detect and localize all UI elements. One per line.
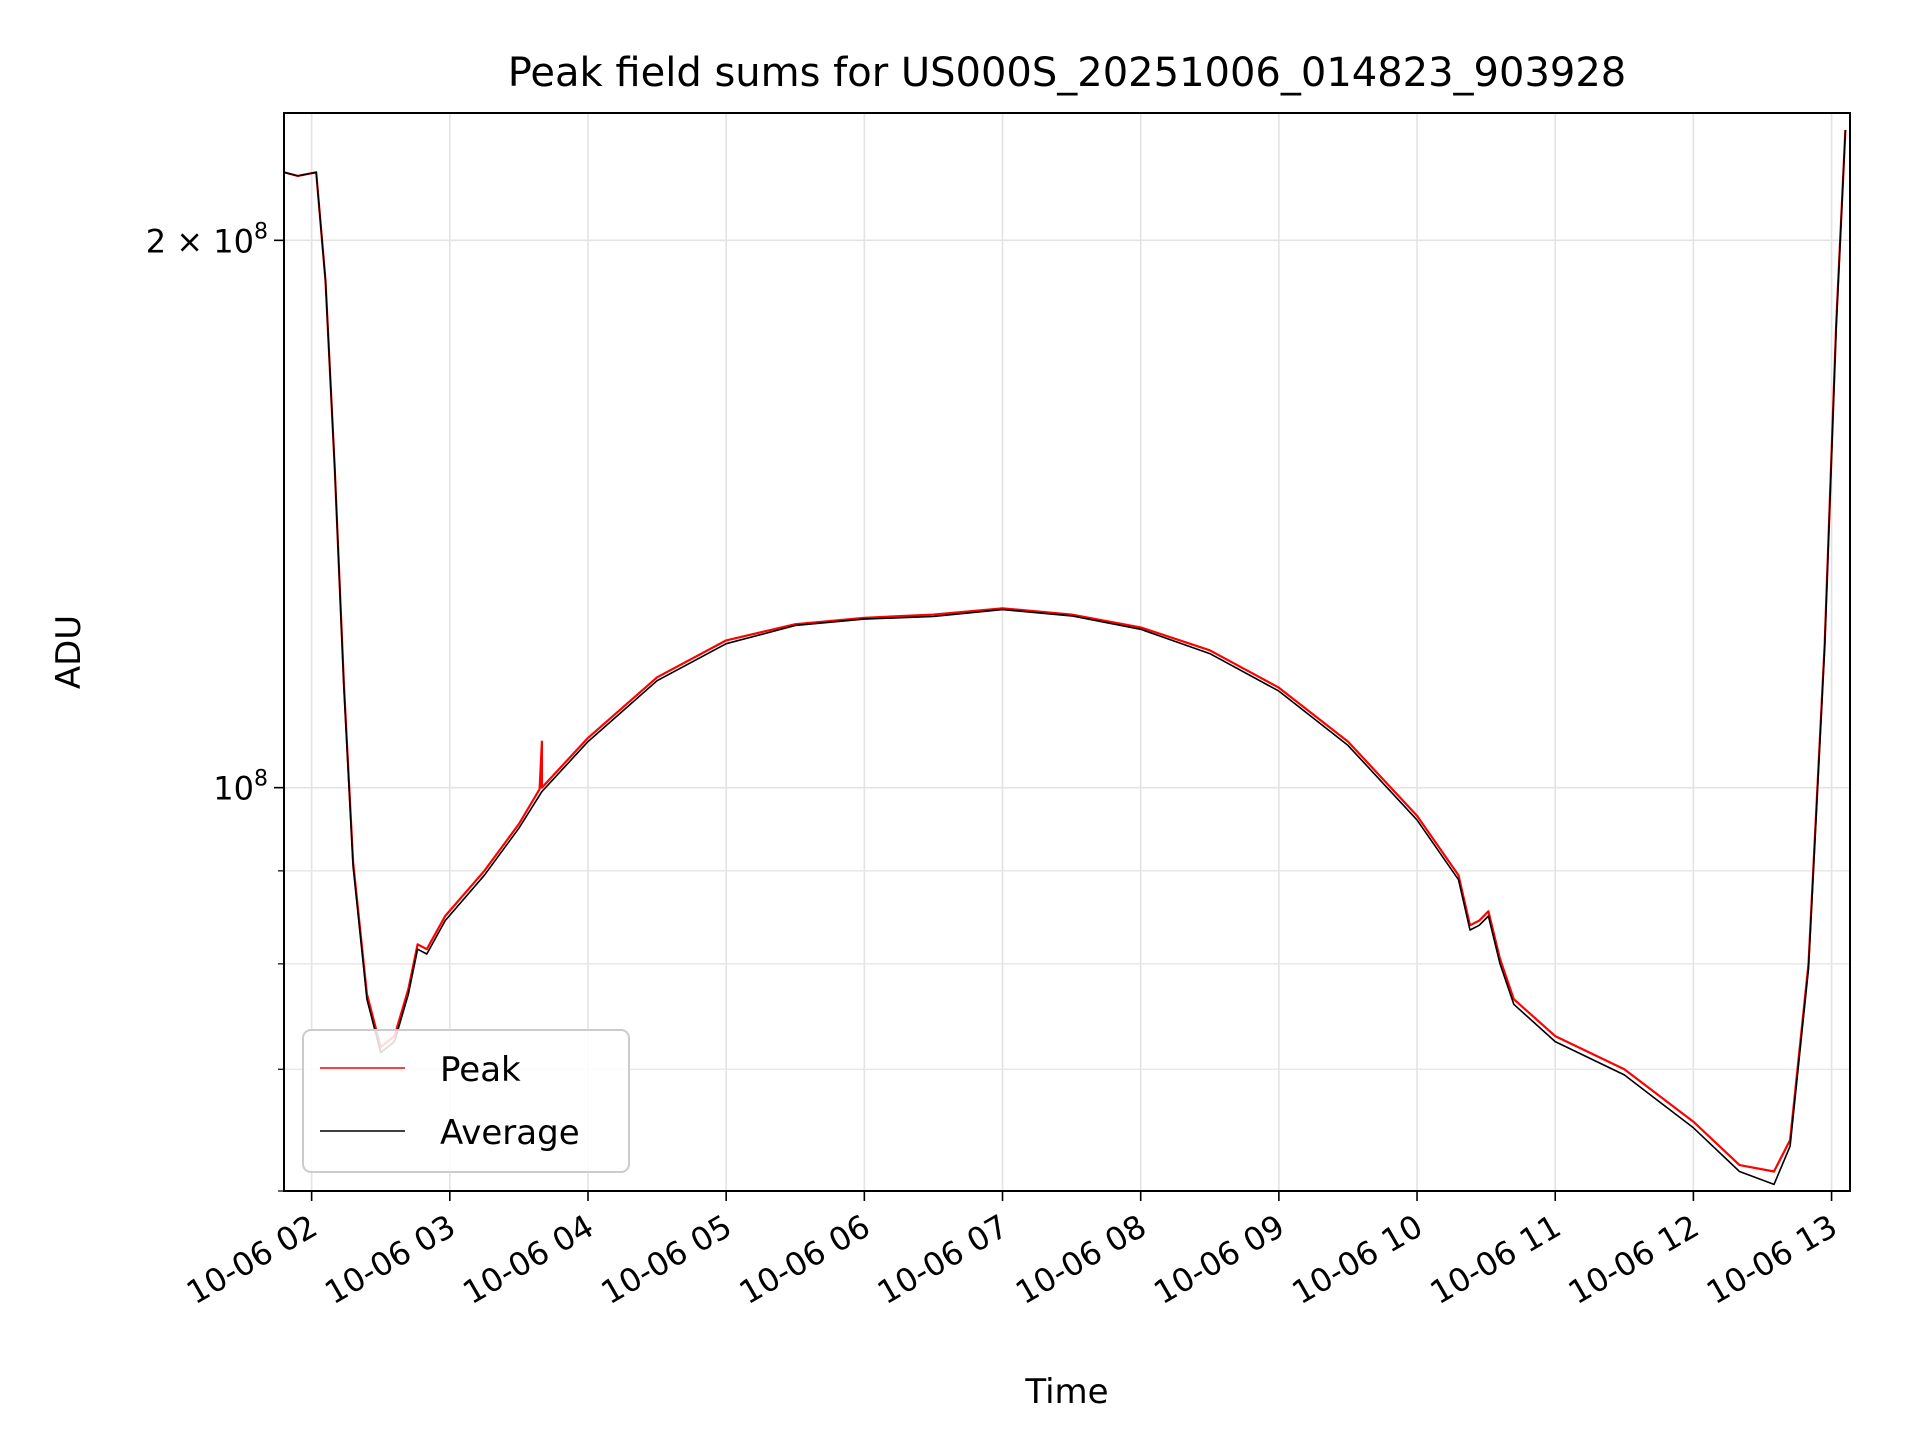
grid <box>284 113 1850 1192</box>
x-tick-label: 10-06 03 <box>318 1207 462 1312</box>
series-line-average <box>284 129 1847 1186</box>
x-tick-label: 10-06 04 <box>456 1207 600 1312</box>
x-tick-label: 10-06 08 <box>1009 1207 1153 1312</box>
x-tick-label: 10-06 11 <box>1424 1207 1568 1312</box>
plot-area-frame <box>283 112 1851 1192</box>
series-line-peak <box>284 129 1847 1173</box>
legend-average-label: Average <box>440 1113 580 1153</box>
plot-series <box>284 129 1847 1186</box>
x-tick-label: 10-06 02 <box>180 1207 324 1312</box>
y-axis-label: ADU <box>49 615 89 689</box>
x-axis-label: Time <box>1024 1372 1108 1412</box>
legend: Peak Average <box>302 1029 630 1173</box>
x-tick-label: 10-06 06 <box>733 1207 877 1312</box>
x-tick-label: 10-06 10 <box>1285 1207 1429 1312</box>
legend-box <box>302 1029 630 1173</box>
x-tick-label: 10-06 13 <box>1700 1207 1844 1312</box>
x-tick-label: 10-06 12 <box>1562 1207 1706 1312</box>
chart-title: Peak field sums for US000S_20251006_0148… <box>508 50 1627 96</box>
y-tick-label: 108 <box>213 767 268 808</box>
x-tick-label: 10-06 09 <box>1147 1207 1291 1312</box>
y-tick-label: 2 × 108 <box>146 219 268 260</box>
x-tick-label: 10-06 05 <box>595 1207 739 1312</box>
x-tick-label: 10-06 07 <box>871 1207 1015 1312</box>
legend-peak-label: Peak <box>440 1050 521 1090</box>
y-axis-ticks: 108 2 × 108 <box>146 219 284 1192</box>
